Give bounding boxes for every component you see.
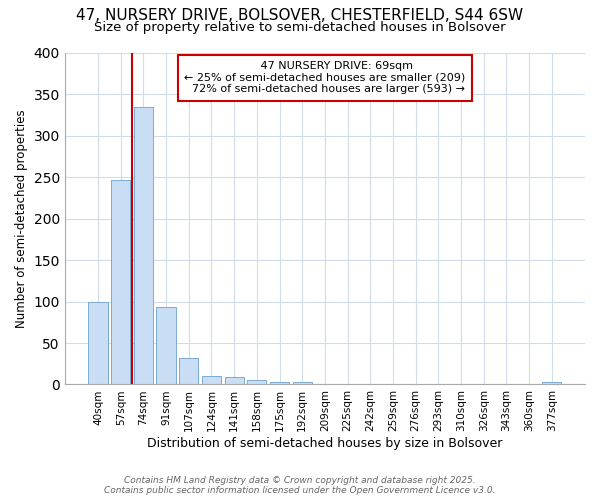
X-axis label: Distribution of semi-detached houses by size in Bolsover: Distribution of semi-detached houses by … — [147, 437, 503, 450]
Bar — [134, 107, 153, 384]
Bar — [179, 358, 199, 384]
Bar — [247, 380, 266, 384]
Text: 47 NURSERY DRIVE: 69sqm
← 25% of semi-detached houses are smaller (209)
  72% of: 47 NURSERY DRIVE: 69sqm ← 25% of semi-de… — [184, 62, 466, 94]
Bar — [542, 382, 562, 384]
Bar — [224, 377, 244, 384]
Bar — [202, 376, 221, 384]
Text: Size of property relative to semi-detached houses in Bolsover: Size of property relative to semi-detach… — [94, 22, 506, 35]
Bar — [293, 382, 312, 384]
Bar — [270, 382, 289, 384]
Text: Contains HM Land Registry data © Crown copyright and database right 2025.
Contai: Contains HM Land Registry data © Crown c… — [104, 476, 496, 495]
Bar — [111, 180, 130, 384]
Text: 47, NURSERY DRIVE, BOLSOVER, CHESTERFIELD, S44 6SW: 47, NURSERY DRIVE, BOLSOVER, CHESTERFIEL… — [76, 8, 524, 22]
Bar — [157, 308, 176, 384]
Bar — [88, 302, 108, 384]
Y-axis label: Number of semi-detached properties: Number of semi-detached properties — [15, 110, 28, 328]
